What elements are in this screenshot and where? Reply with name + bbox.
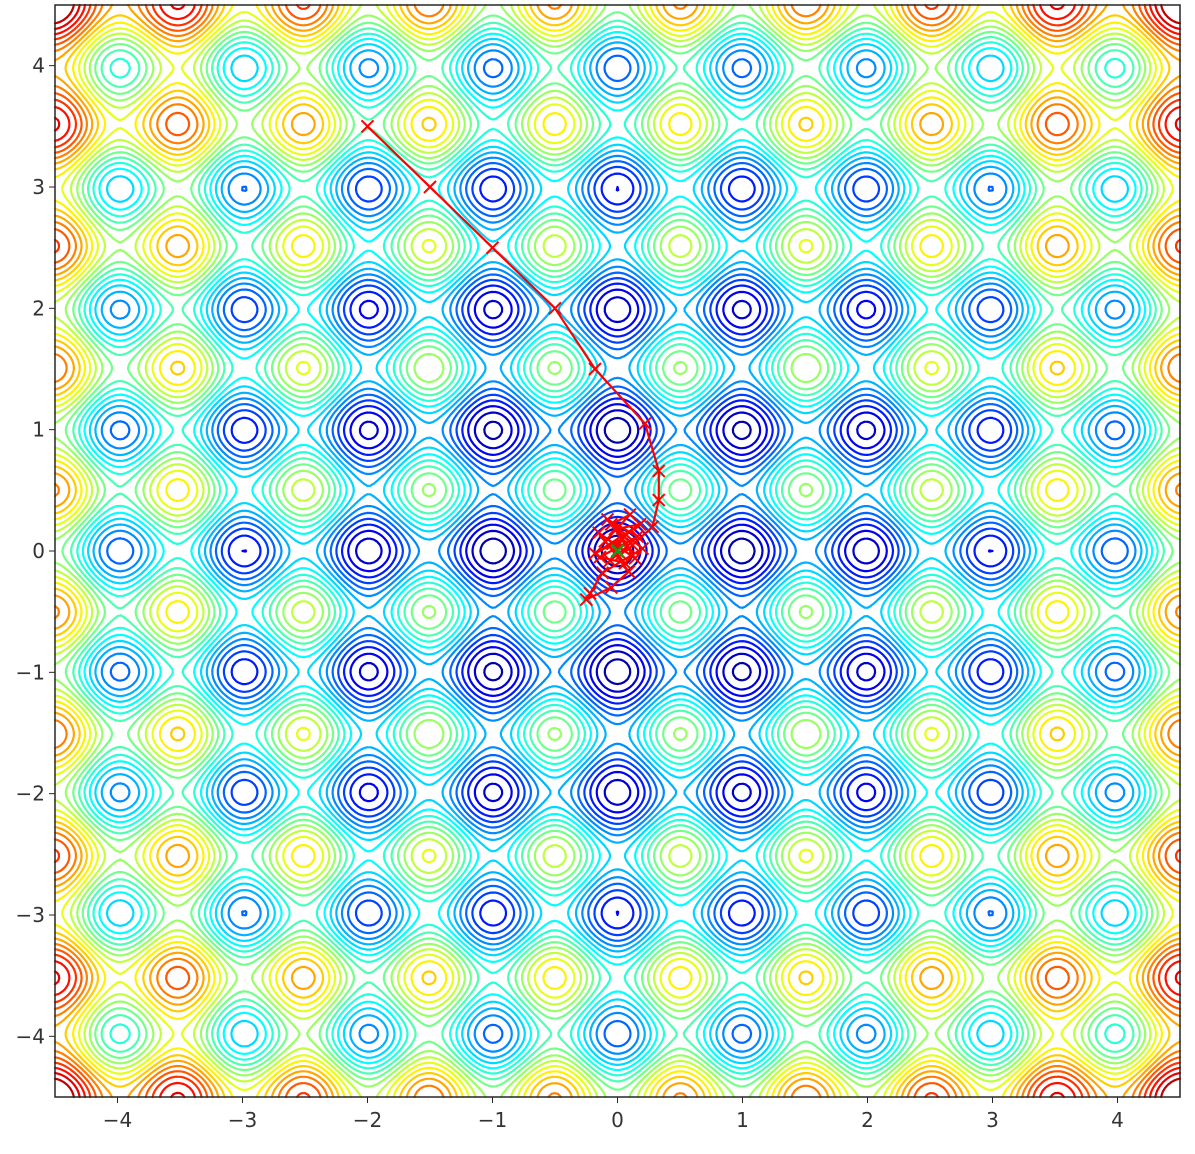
optimum-marker-group bbox=[610, 544, 625, 558]
trajectory-point-20 bbox=[579, 592, 593, 607]
trajectory-point-1 bbox=[423, 180, 437, 194]
trajectory-point-29 bbox=[603, 553, 617, 568]
contour-level-51 bbox=[53, 3, 1182, 1099]
contour-level-72 bbox=[53, 3, 1182, 1099]
trajectory-point-18 bbox=[595, 566, 610, 580]
x-tick-label: 2 bbox=[861, 1108, 874, 1132]
contour-level-60 bbox=[53, 3, 1182, 1099]
contour-level-9 bbox=[241, 185, 994, 917]
trajectory-point-2 bbox=[485, 240, 500, 255]
contour-level-45 bbox=[53, 3, 1182, 1099]
trajectory-point-23 bbox=[592, 526, 606, 540]
contour-level-54 bbox=[53, 3, 1182, 1099]
x-tick-label: −3 bbox=[228, 1108, 257, 1132]
contour-level-36 bbox=[70, 19, 1165, 1083]
trajectory-point-4 bbox=[588, 362, 602, 376]
contour-level-33 bbox=[76, 25, 1159, 1077]
y-tick-label: 4 bbox=[32, 54, 45, 78]
trajectory-point-3 bbox=[548, 301, 562, 316]
contour-lines bbox=[53, 3, 1182, 1099]
y-tick-label: −2 bbox=[16, 782, 45, 806]
trajectory-point-19 bbox=[583, 586, 597, 601]
contour-level-30 bbox=[81, 30, 1154, 1072]
contour-level-18 bbox=[106, 54, 1129, 1048]
x-axis: −4 −3 −2 −1 0 1 2 3 4 bbox=[103, 1097, 1124, 1132]
contour-level-57 bbox=[53, 3, 1182, 1099]
trajectory-point-30 bbox=[620, 539, 635, 553]
trajectory-point-31 bbox=[605, 537, 620, 551]
trajectory-point-27 bbox=[588, 546, 602, 561]
trajectory-point-22 bbox=[622, 564, 636, 579]
y-axis: −4 −3 −2 −1 0 1 2 3 4 bbox=[16, 54, 55, 1048]
x-tick-label: −1 bbox=[478, 1108, 507, 1132]
contour-level-48 bbox=[53, 3, 1182, 1099]
contour-level-63 bbox=[53, 3, 1182, 1099]
x-tick-label: 1 bbox=[736, 1108, 749, 1132]
trajectory-point-21 bbox=[604, 580, 618, 595]
trajectory-point-5 bbox=[638, 416, 652, 431]
contour-level-69 bbox=[53, 3, 1182, 1099]
y-tick-label: 0 bbox=[32, 539, 45, 563]
trajectory-point-12 bbox=[598, 534, 612, 549]
y-tick-label: −3 bbox=[16, 903, 45, 927]
y-tick-label: −4 bbox=[16, 1024, 45, 1048]
contour-level-6 bbox=[355, 296, 880, 806]
trajectory-point-16 bbox=[600, 512, 615, 527]
contour-level-21 bbox=[98, 47, 1137, 1055]
contour-level-12 bbox=[227, 172, 1008, 930]
trajectory-point-8 bbox=[645, 520, 660, 534]
trajectory-point-24 bbox=[628, 551, 642, 565]
contour-level-15 bbox=[220, 165, 1015, 937]
trajectory-point-0 bbox=[360, 119, 375, 134]
x-tick-label: 3 bbox=[986, 1108, 999, 1132]
trajectory-point-13 bbox=[618, 556, 632, 570]
x-tick-label: −4 bbox=[103, 1108, 132, 1132]
y-tick-label: 1 bbox=[32, 418, 45, 442]
x-tick-label: −2 bbox=[353, 1108, 382, 1132]
trajectory-point-17 bbox=[635, 541, 650, 556]
y-tick-label: 2 bbox=[32, 296, 45, 320]
contour-level-66 bbox=[53, 3, 1182, 1099]
contour-level-75 bbox=[53, 3, 1182, 1099]
optimum-marker bbox=[610, 544, 625, 558]
y-tick-label: 3 bbox=[32, 175, 45, 199]
trajectory-point-7 bbox=[652, 493, 666, 507]
trajectory-point-25 bbox=[608, 522, 622, 536]
trajectory-point-26 bbox=[633, 517, 647, 532]
contour-level-42 bbox=[53, 3, 1182, 1099]
trajectory-point-9 bbox=[625, 538, 640, 552]
contour-level-27 bbox=[87, 36, 1148, 1066]
trajectory-point-28 bbox=[615, 532, 630, 546]
x-tick-label: 4 bbox=[1111, 1108, 1124, 1132]
contour-level-39 bbox=[61, 11, 1174, 1091]
y-tick-label: −1 bbox=[16, 660, 45, 684]
trajectory-point-6 bbox=[652, 464, 666, 478]
contour-level-24 bbox=[92, 41, 1143, 1061]
x-tick-label: 0 bbox=[611, 1108, 624, 1132]
